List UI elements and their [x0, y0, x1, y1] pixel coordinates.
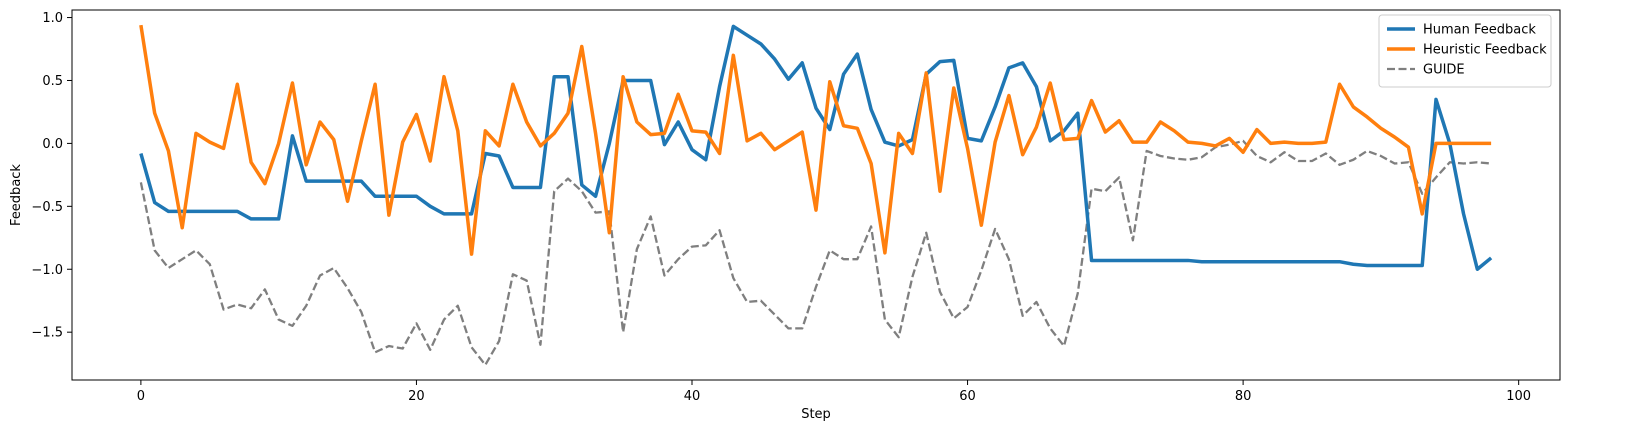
y-tick-label: −0.5 [31, 200, 63, 215]
legend-label: Heuristic Feedback [1423, 43, 1547, 58]
legend-label: GUIDE [1423, 63, 1465, 78]
x-tick-label: 80 [1235, 389, 1252, 404]
x-tick-label: 0 [137, 389, 145, 404]
y-axis: −1.5 −1.0 −0.5 0.0 0.5 1.0 [31, 11, 72, 341]
series-line-human-feedback [139, 24, 1493, 271]
y-tick-label: −1.0 [31, 263, 63, 278]
y-tick-label: 0.5 [42, 74, 63, 89]
x-tick-label: 40 [684, 389, 701, 404]
x-axis-label: Step [801, 407, 831, 422]
plot-frame [71, 9, 1561, 381]
series-layer [139, 24, 1493, 367]
x-tick-label: 100 [1506, 389, 1531, 404]
series-line-guide [139, 139, 1492, 367]
y-tick-label: −1.5 [31, 326, 63, 341]
y-tick-label: 1.0 [42, 11, 63, 26]
x-tick-label: 60 [959, 389, 976, 404]
legend-box [1378, 14, 1552, 88]
plot-area [71, 9, 1561, 381]
y-tick-label: 0.0 [42, 137, 63, 152]
legend: Human Feedback Heuristic Feedback GUIDE [1378, 14, 1552, 88]
y-axis-label: Feedback [9, 164, 24, 226]
series-line-heuristic-feedback [139, 24, 1492, 256]
legend-label: Human Feedback [1423, 23, 1536, 38]
x-tick-label: 20 [408, 389, 425, 404]
x-axis: 0 20 40 60 80 100 [137, 380, 1531, 404]
